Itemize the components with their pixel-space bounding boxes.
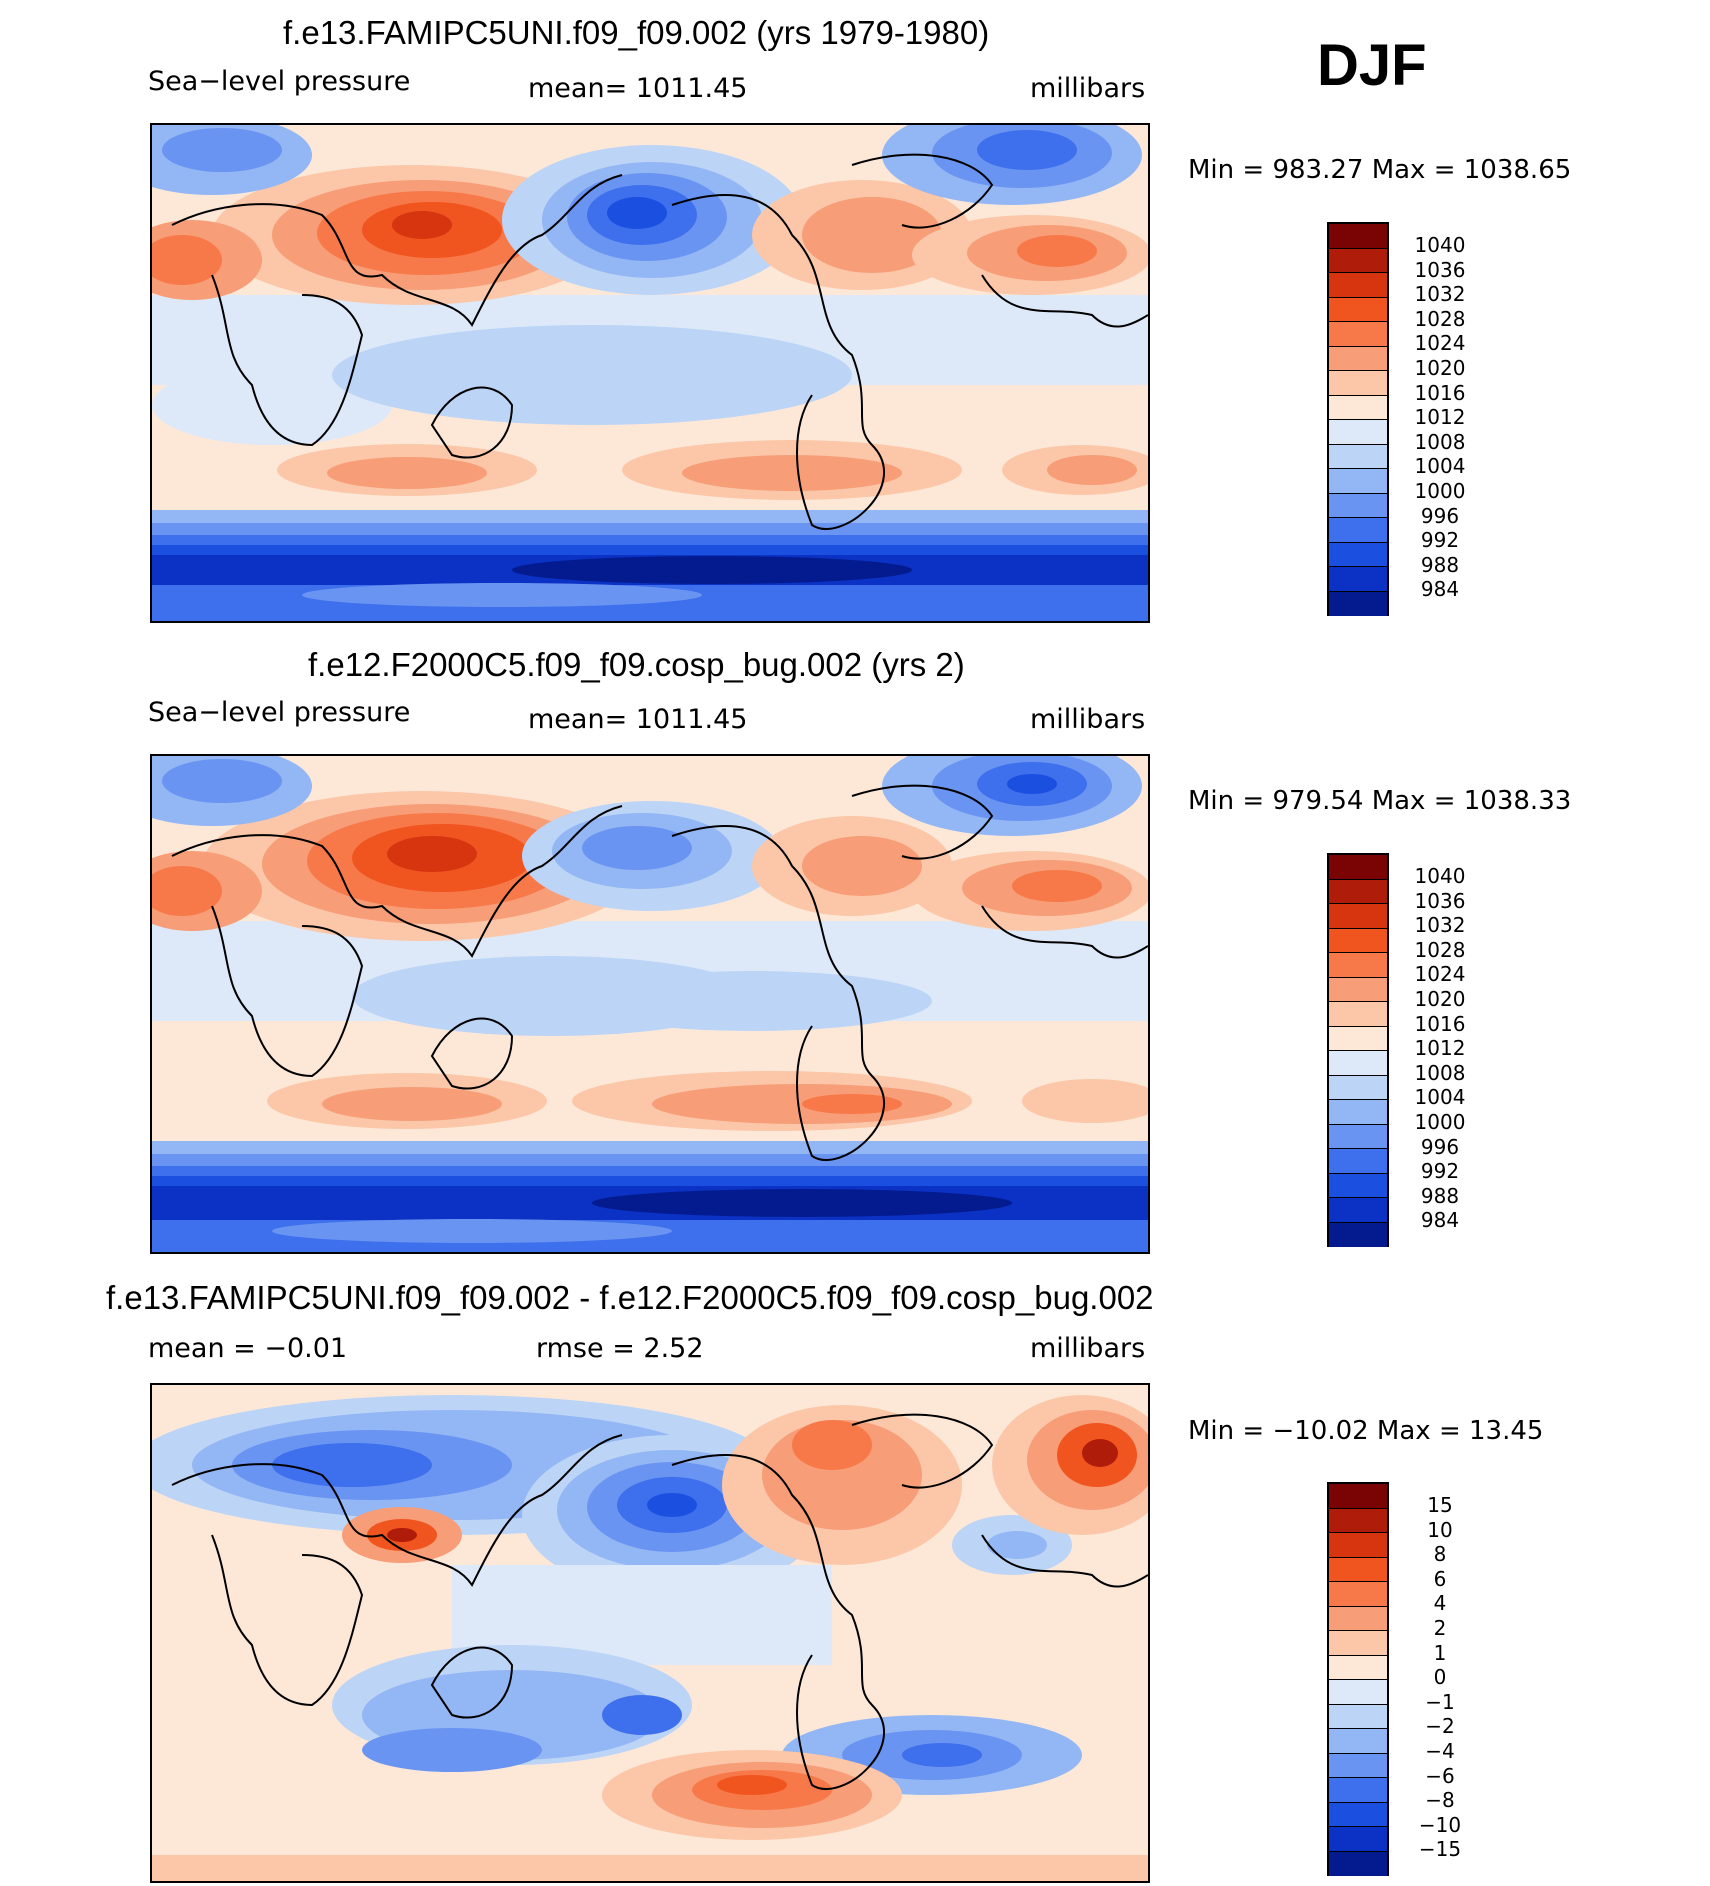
panel2-map-canvas	[152, 756, 1148, 1252]
colorbar-tick-label: 1040	[1414, 233, 1466, 257]
colorbar-tick-label: 1004	[1414, 454, 1466, 479]
panel2-title: f.e12.F2000C5.f09_f09.cosp_bug.002 (yrs …	[308, 646, 965, 683]
colorbar-tick-label: 984	[1420, 1208, 1460, 1233]
colorbar-tick-label: 992	[1420, 1159, 1460, 1184]
colorbar-tick-label: 1020	[1414, 987, 1466, 1011]
panel3-minmax: Min = −10.02 Max = 13.45	[1188, 1416, 1544, 1446]
colorbar-tick-label: 992	[1420, 528, 1460, 553]
colorbar-tick-label: 1000	[1414, 479, 1466, 503]
colorbar-tick-label: 6	[1433, 1566, 1447, 1591]
colorbar-tick-label: 15	[1427, 1493, 1453, 1517]
panel3-units-label: millibars	[1030, 1333, 1146, 1364]
colorbar-tick-label: 1016	[1414, 1011, 1466, 1036]
panel3-colorbar	[1327, 1482, 1389, 1876]
colorbar-tick-label: 4	[1433, 1591, 1447, 1616]
colorbar-tick-label: 1000	[1414, 1110, 1466, 1134]
panel1-units-label: millibars	[1030, 73, 1146, 104]
panel2-units-label: millibars	[1030, 704, 1146, 735]
colorbar-tick-label: 984	[1420, 577, 1460, 602]
colorbar-tick-label: 996	[1420, 503, 1460, 528]
colorbar-tick-label: 1012	[1414, 1036, 1466, 1061]
panel2-colorbar	[1327, 853, 1389, 1247]
colorbar-tick-label: 10	[1427, 1517, 1453, 1542]
colorbar-tick-label: 1028	[1414, 306, 1466, 331]
panel1-title: f.e13.FAMIPC5UNI.f09_f09.002 (yrs 1979-1…	[283, 14, 990, 51]
colorbar-tick-label: 1040	[1414, 864, 1466, 888]
panel1-map-canvas	[152, 125, 1148, 621]
colorbar-tick-label: 1012	[1414, 405, 1466, 430]
panel3-title: f.e13.FAMIPC5UNI.f09_f09.002 - f.e12.F20…	[106, 1279, 1154, 1316]
panel3-map-canvas	[152, 1385, 1148, 1881]
panel1-colorbar	[1327, 222, 1389, 616]
panel1-minmax: Min = 983.27 Max = 1038.65	[1188, 155, 1572, 185]
colorbar-tick-label: 1036	[1414, 257, 1466, 282]
colorbar-tick-label: 0	[1433, 1665, 1447, 1690]
colorbar-tick-label: 2	[1433, 1616, 1447, 1640]
panel2-minmax: Min = 979.54 Max = 1038.33	[1188, 786, 1572, 816]
colorbar-tick-label: 1032	[1414, 282, 1466, 307]
colorbar-tick-label: −8	[1425, 1788, 1455, 1813]
panel2-mean-label: mean= 1011.45	[528, 704, 748, 735]
panel3-map	[150, 1383, 1150, 1883]
colorbar-tick-label: 1	[1433, 1640, 1447, 1665]
colorbar-tick-label: −2	[1425, 1714, 1455, 1739]
colorbar-tick-label: 1028	[1414, 937, 1466, 962]
colorbar-tick-label: 1008	[1414, 1060, 1466, 1085]
panel1-mean-label: mean= 1011.45	[528, 73, 748, 104]
colorbar-tick-label: 1020	[1414, 356, 1466, 380]
panel2-map	[150, 754, 1150, 1254]
colorbar-tick-label: 8	[1433, 1542, 1447, 1567]
colorbar-tick-label: 996	[1420, 1134, 1460, 1159]
panel1-variable-label: Sea−level pressure	[148, 66, 411, 97]
colorbar-tick-label: −15	[1418, 1837, 1462, 1862]
season-label: DJF	[1317, 33, 1427, 98]
colorbar-tick-label: 1008	[1414, 429, 1466, 454]
colorbar-tick-label: 1024	[1414, 331, 1466, 356]
colorbar-tick-label: 988	[1420, 552, 1460, 577]
colorbar-tick-label: 1004	[1414, 1085, 1466, 1110]
colorbar-tick-label: −4	[1425, 1739, 1455, 1763]
panel3-mean-label: mean = −0.01	[148, 1333, 348, 1364]
panel2-variable-label: Sea−level pressure	[148, 697, 411, 728]
colorbar-tick-label: 1024	[1414, 962, 1466, 987]
colorbar-tick-label: 988	[1420, 1183, 1460, 1208]
colorbar-tick-label: −1	[1425, 1689, 1455, 1714]
colorbar-tick-label: −6	[1425, 1763, 1455, 1788]
panel1-map	[150, 123, 1150, 623]
colorbar-tick-label: 1032	[1414, 913, 1466, 938]
panel3-rmse-label: rmse = 2.52	[536, 1333, 704, 1364]
colorbar-tick-label: −10	[1418, 1812, 1462, 1837]
colorbar-tick-label: 1016	[1414, 380, 1466, 405]
colorbar-tick-label: 1036	[1414, 888, 1466, 913]
